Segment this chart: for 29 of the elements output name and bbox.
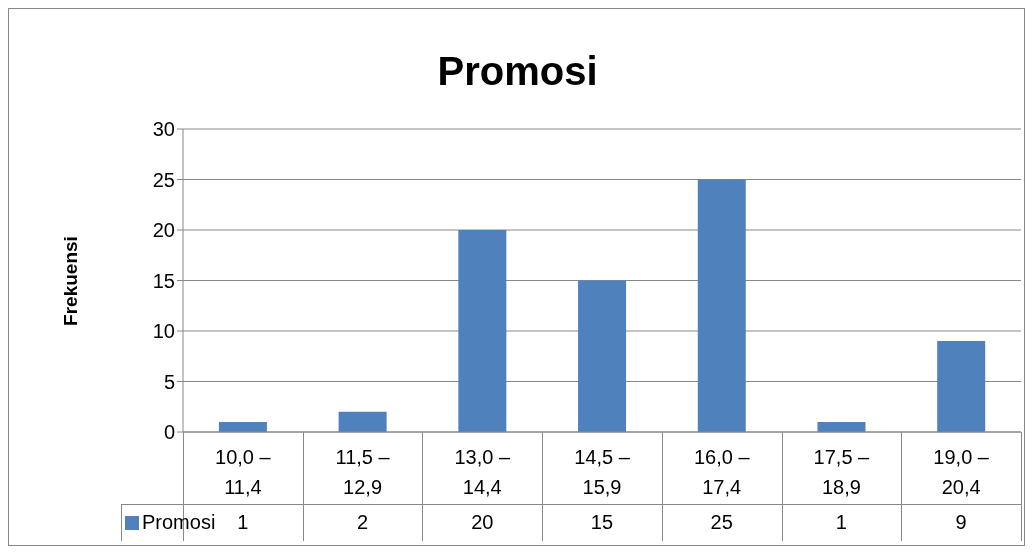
y-axis-title: Frekuensi [60, 235, 82, 326]
x-tick-label: 11,5 – 12,9 [335, 446, 391, 498]
data-label: 2 [356, 510, 370, 535]
x-tick-label: 14,5 – 15,9 [574, 446, 631, 498]
y-tick-label: 0 [163, 421, 175, 444]
y-tick-label: 20 [152, 219, 175, 242]
x-tick-label: 16,0 – 17,4 [693, 446, 751, 498]
data-label: 1 [834, 510, 848, 535]
data-label: 20 [470, 510, 495, 535]
bar [578, 280, 627, 432]
bar [697, 179, 746, 432]
x-tick-label: 17,5 – 18,9 [813, 446, 871, 498]
y-tick-label: 5 [163, 370, 175, 393]
y-tick-label: 10 [152, 320, 175, 343]
y-tick-label: 30 [152, 118, 175, 141]
data-label: 1 [237, 511, 249, 533]
x-tick-label: 13,0 – 14,4 [454, 446, 511, 498]
bar [338, 411, 387, 432]
bar [937, 341, 986, 432]
data-label: 25 [709, 510, 734, 535]
data-label: 9 [954, 510, 968, 535]
legend-label: Promosi [141, 510, 216, 535]
y-tick-label: 15 [152, 269, 175, 292]
data-label: 15 [589, 510, 615, 535]
chart-title: Promosi [436, 49, 599, 94]
x-tick-label: 10,0 – 11,4 [215, 446, 272, 498]
x-tick-label: 19,0 – 20,4 [933, 446, 990, 498]
y-tick-label: 25 [152, 168, 175, 191]
bar [458, 230, 507, 432]
